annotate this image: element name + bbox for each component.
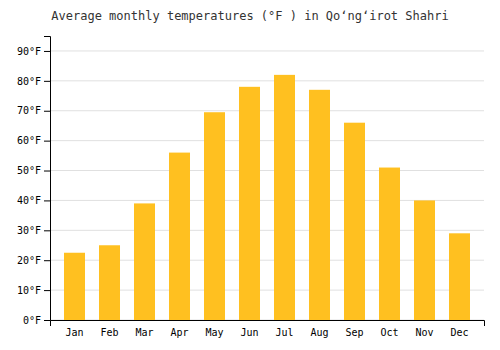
- x-tick: Aug: [310, 327, 328, 338]
- bars: [64, 75, 470, 320]
- y-tick-mark: [44, 320, 50, 321]
- y-tick-label: 0°F: [23, 315, 41, 326]
- x-tick-label: Jan: [65, 327, 83, 338]
- y-tick-mark: [44, 171, 50, 172]
- chart: 0°F 10°F 20°F 30°F 40°F 50°F 60°F 70°F 80°F 90°F J…: [0, 0, 500, 350]
- grid-line: [50, 170, 484, 171]
- y-tick-mark: [44, 230, 50, 231]
- x-axis-line: [51, 321, 485, 327]
- x-tick-label: May: [205, 327, 223, 338]
- y-tick-mark: [44, 81, 50, 82]
- grid-line: [50, 80, 484, 81]
- x-tick: Apr: [170, 327, 188, 338]
- bar: [344, 123, 365, 320]
- grid: [50, 51, 484, 320]
- y-tick-mark: [44, 141, 50, 142]
- y-tick-mark: [44, 51, 50, 52]
- bar: [204, 112, 225, 320]
- x-tick: Jun: [240, 327, 258, 338]
- grid-line: [50, 110, 484, 111]
- y-tick: 10°F: [17, 285, 50, 296]
- y-tick: 70°F: [17, 105, 50, 116]
- x-tick-label: Dec: [450, 327, 468, 338]
- y-tick-label: 80°F: [17, 76, 41, 87]
- y-tick: 0°F: [23, 315, 50, 326]
- x-tick-label: Jun: [240, 327, 258, 338]
- bar: [274, 75, 295, 320]
- y-tick-label: 70°F: [17, 105, 41, 116]
- y-tick-mark: [44, 260, 50, 261]
- grid-line: [50, 50, 484, 51]
- y-axis: 0°F 10°F 20°F 30°F 40°F 50°F 60°F 70°F 80°F 90°F: [17, 37, 51, 326]
- x-tick: Jul: [275, 327, 293, 338]
- x-tick-label: Jul: [275, 327, 293, 338]
- y-tick: 50°F: [17, 165, 50, 176]
- y-tick-label: 30°F: [17, 225, 41, 236]
- bar: [169, 153, 190, 320]
- y-tick-label: 50°F: [17, 165, 41, 176]
- y-tick: 40°F: [17, 195, 50, 206]
- bar: [134, 203, 155, 320]
- y-tick-label: 90°F: [17, 46, 41, 57]
- bar: [449, 233, 470, 320]
- y-tick-label: 40°F: [17, 195, 41, 206]
- x-tick-label: Feb: [100, 327, 118, 338]
- grid-line: [50, 140, 484, 141]
- x-tick: Nov: [415, 327, 433, 338]
- y-tick-label: 10°F: [17, 285, 41, 296]
- x-tick-label: Oct: [380, 327, 398, 338]
- y-tick-mark: [44, 111, 50, 112]
- title: Average monthly temperatures (°F ) in Qo…: [51, 9, 448, 23]
- y-tick-label: 60°F: [17, 135, 41, 146]
- x-tick-label: Sep: [345, 327, 363, 338]
- y-tick-mark: [44, 200, 50, 201]
- x-axis: Jan Feb Mar Apr May Jun Jul Aug Sep Oct Nov Dec: [51, 321, 485, 339]
- y-tick-label: 20°F: [17, 255, 41, 266]
- x-tick-label: Aug: [310, 327, 328, 338]
- y-axis-line: [44, 37, 51, 321]
- y-tick: 90°F: [17, 46, 50, 57]
- y-tick-mark: [44, 290, 50, 291]
- y-tick: 60°F: [17, 135, 50, 146]
- bar: [414, 200, 435, 320]
- x-tick-label: Mar: [135, 327, 153, 338]
- x-tick-label: Nov: [415, 327, 433, 338]
- x-tick: Dec: [450, 327, 468, 338]
- bar: [379, 168, 400, 320]
- y-tick: 20°F: [17, 255, 50, 266]
- plot: 0°F 10°F 20°F 30°F 40°F 50°F 60°F 70°F 80°F 90°F J…: [17, 37, 485, 339]
- bar: [99, 245, 120, 320]
- bar: [309, 90, 330, 320]
- bar: [64, 253, 85, 320]
- y-tick: 80°F: [17, 76, 50, 87]
- x-tick: Sep: [345, 327, 363, 338]
- bar: [239, 87, 260, 320]
- y-tick: 30°F: [17, 225, 50, 236]
- x-tick: Mar: [135, 327, 153, 338]
- x-tick: May: [205, 327, 223, 338]
- x-tick-label: Apr: [170, 327, 188, 338]
- x-tick: Feb: [100, 327, 118, 338]
- x-tick: Oct: [380, 327, 398, 338]
- x-tick: Jan: [65, 327, 83, 338]
